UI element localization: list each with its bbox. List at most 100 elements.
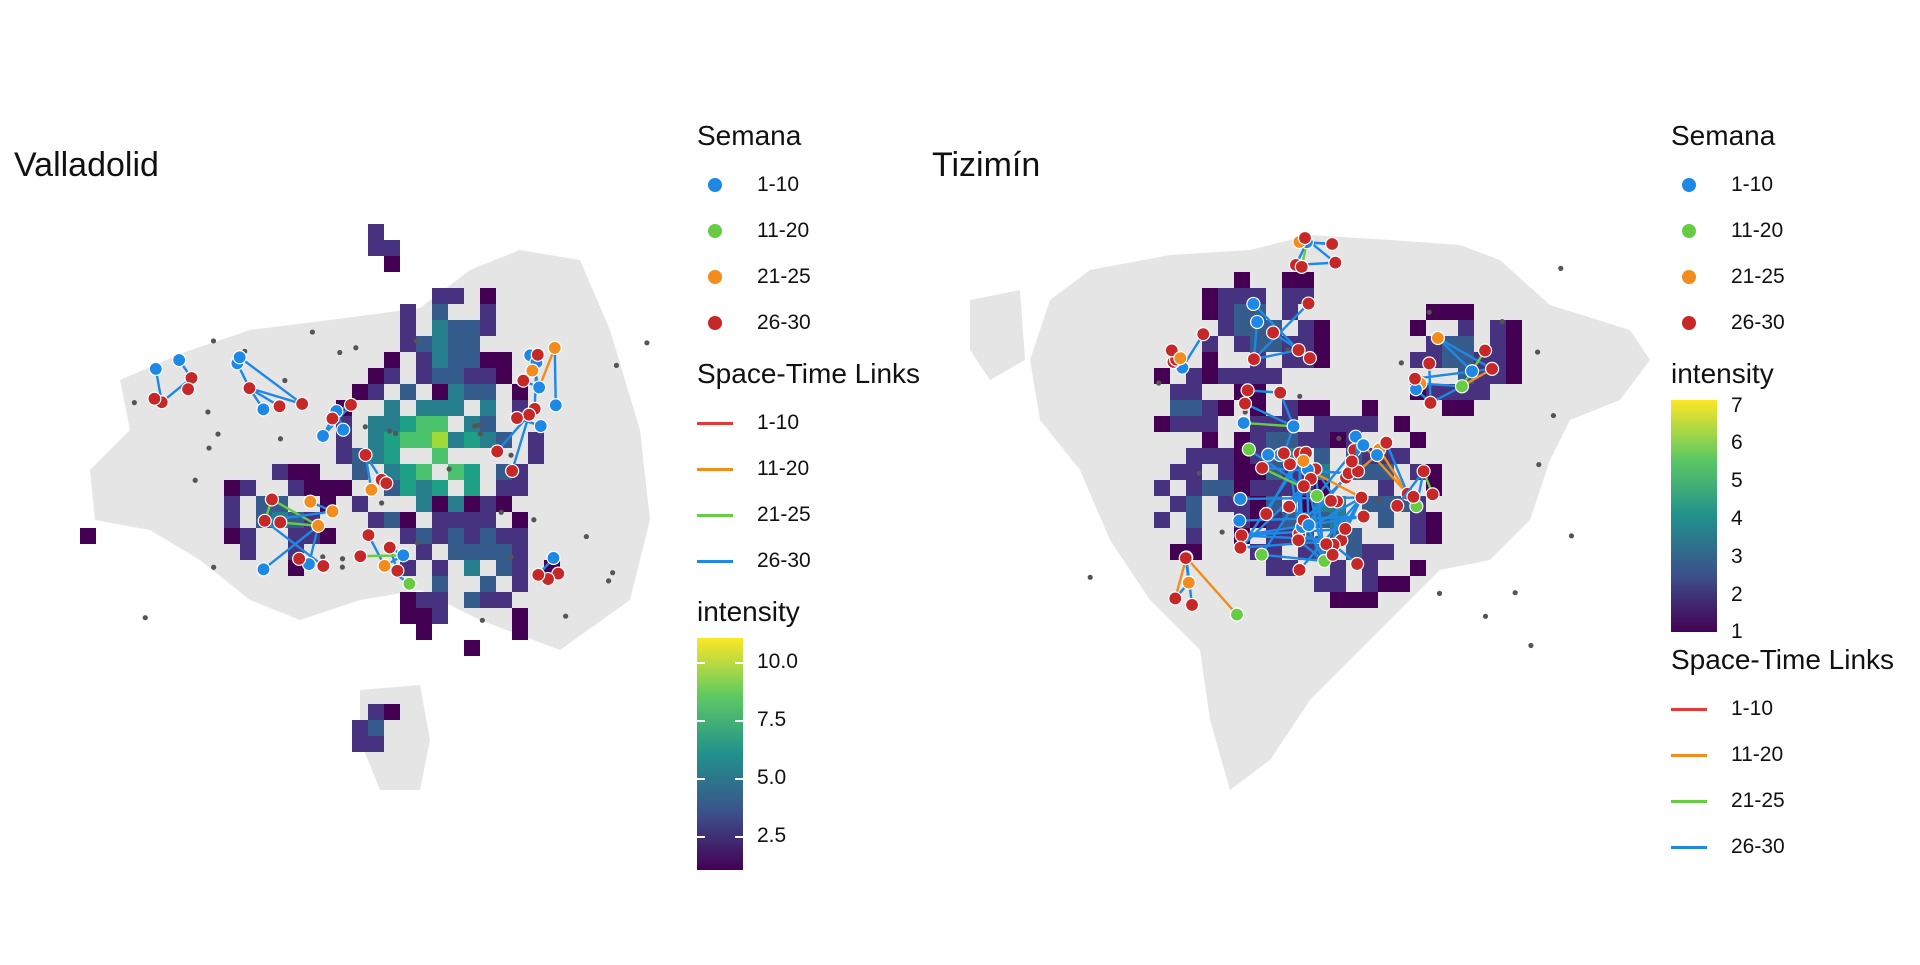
colorbar-tick xyxy=(697,662,705,664)
intensity-cell xyxy=(1314,448,1330,464)
case-point xyxy=(257,513,272,528)
background-point xyxy=(583,533,589,540)
case-point xyxy=(315,428,331,444)
intensity-cell xyxy=(1378,544,1394,560)
case-point xyxy=(353,549,368,564)
intensity-cell xyxy=(1170,496,1186,512)
legend-line-icon xyxy=(697,413,733,433)
intensity-cell xyxy=(1410,512,1426,528)
background-point xyxy=(206,445,212,451)
background-point xyxy=(1375,496,1381,502)
legend-semana-item: 21-25 xyxy=(697,254,920,300)
space-time-link xyxy=(249,387,303,406)
intensity-cell xyxy=(416,400,432,416)
intensity-cell xyxy=(464,496,480,512)
intensity-cell xyxy=(1506,368,1522,384)
legend-links: Space-Time Links 1-10 11-20 21-25 26-30 xyxy=(1671,644,1894,870)
intensity-cell xyxy=(1330,416,1346,432)
intensity-cell xyxy=(496,432,512,448)
intensity-cell xyxy=(448,288,464,304)
legend-link-item: 26-30 xyxy=(697,538,920,584)
intensity-cell xyxy=(1442,400,1458,416)
panel-title-tizimin: Tizimín xyxy=(932,146,1041,184)
intensity-cell xyxy=(240,480,256,496)
case-point xyxy=(295,396,310,412)
intensity-cell xyxy=(448,544,464,560)
intensity-cell xyxy=(1234,272,1250,288)
background-point xyxy=(1336,435,1342,441)
legend-semana-title: Semana xyxy=(1671,120,1776,151)
case-point xyxy=(1356,438,1371,453)
intensity-cell xyxy=(288,464,304,480)
intensity-cell xyxy=(512,384,528,400)
intensity-cell xyxy=(400,464,416,480)
legend-label: 1-10 xyxy=(757,173,800,196)
colorbar-tick xyxy=(735,778,743,780)
intensity-cell xyxy=(480,528,496,544)
intensity-cell xyxy=(384,416,400,432)
case-point xyxy=(303,494,318,509)
case-point xyxy=(396,548,411,563)
intensity-cell xyxy=(80,528,96,544)
colorbar-label: 7.5 xyxy=(757,708,787,731)
intensity-cell xyxy=(384,464,400,480)
intensity-cell xyxy=(1218,448,1234,464)
legend-label: 21-25 xyxy=(1731,789,1785,812)
intensity-cell xyxy=(480,512,496,528)
case-point xyxy=(325,411,340,426)
intensity-cell xyxy=(1250,432,1266,448)
background-point xyxy=(379,500,385,506)
background-point xyxy=(644,340,650,346)
background-point xyxy=(1499,319,1505,325)
map-tizimin xyxy=(930,0,1650,960)
case-point xyxy=(1301,296,1316,311)
case-point xyxy=(505,463,520,479)
intensity-colorbar-valladolid: 10.0 7.5 5.0 2.5 xyxy=(697,638,920,870)
background-point xyxy=(277,436,284,442)
intensity-cell xyxy=(432,352,448,368)
intensity-cell xyxy=(1378,576,1394,592)
legend-semana-items: 1-10 11-20 21-25 26-30 xyxy=(1671,162,1894,346)
legend-label: 26-30 xyxy=(1731,311,1785,334)
case-point xyxy=(1233,491,1248,507)
intensity-cell xyxy=(432,416,448,432)
case-point xyxy=(311,518,326,533)
intensity-cell xyxy=(496,592,512,608)
intensity-cell xyxy=(1362,400,1378,416)
case-point xyxy=(1282,457,1298,472)
intensity-cell xyxy=(368,720,384,736)
space-time-link xyxy=(1437,337,1473,373)
colorbar-gradient xyxy=(1671,400,1717,632)
case-point xyxy=(1416,464,1431,479)
intensity-cell xyxy=(448,336,464,352)
intensity-cell xyxy=(480,592,496,608)
intensity-cell xyxy=(448,432,464,448)
intensity-cell xyxy=(1282,288,1298,304)
case-point xyxy=(336,422,351,437)
intensity-cell xyxy=(464,528,480,544)
legend-label: 11-20 xyxy=(757,457,810,480)
intensity-cell xyxy=(400,432,416,448)
intensity-cell xyxy=(432,528,448,544)
intensity-cell xyxy=(1186,368,1202,384)
intensity-cell xyxy=(432,608,448,624)
intensity-cell xyxy=(224,512,240,528)
intensity-cell xyxy=(480,416,496,432)
space-time-link xyxy=(262,524,319,571)
map-valladolid xyxy=(0,0,700,960)
case-point xyxy=(180,382,196,397)
intensity-cell xyxy=(416,608,432,624)
intensity-cell xyxy=(432,480,448,496)
intensity-cell xyxy=(224,528,240,544)
legend-label: 21-25 xyxy=(757,503,811,526)
case-point xyxy=(1356,509,1371,524)
background-point xyxy=(1528,642,1534,649)
space-time-link xyxy=(1243,421,1294,428)
legend-line-icon xyxy=(697,551,733,571)
intensity-cell xyxy=(1186,528,1202,544)
legend-tizimin: Semana 1-10 11-20 21-25 26-30 intensity 7 6… xyxy=(1671,120,1894,882)
case-point xyxy=(1259,506,1274,522)
background-point xyxy=(320,554,326,560)
case-point xyxy=(531,567,546,582)
background-point xyxy=(471,423,478,429)
